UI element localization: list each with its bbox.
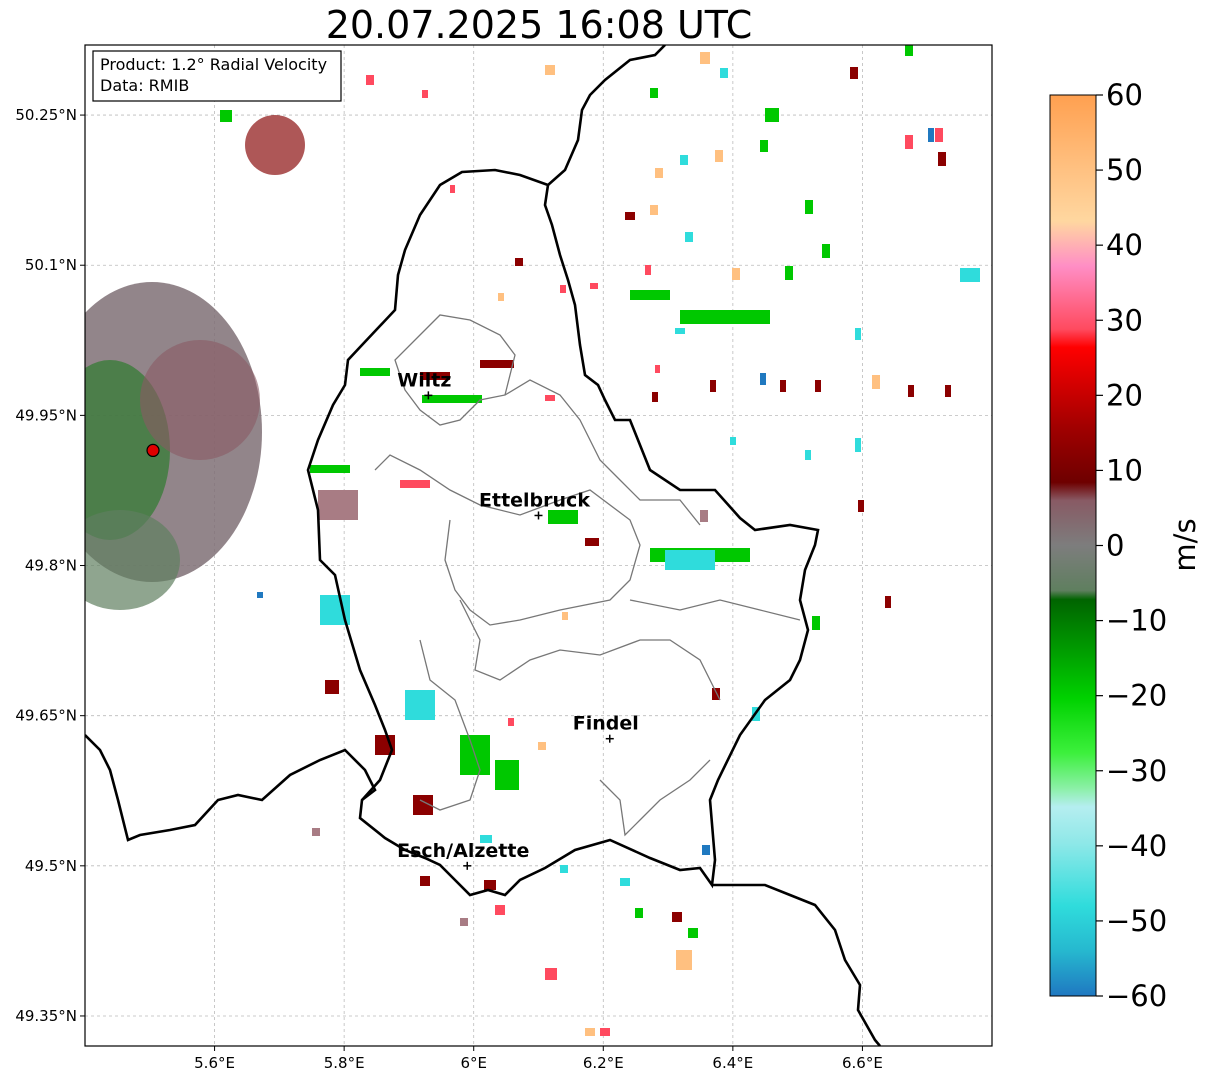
colorbar-tick-label: −20	[1106, 679, 1167, 713]
cantons	[374, 314, 801, 837]
echo-bins-pink	[366, 75, 943, 1036]
y-tick-label: 50.25°N	[15, 106, 77, 124]
colorbar-tick-label: 0	[1106, 529, 1124, 563]
y-tick-label: 49.8°N	[25, 557, 77, 575]
colorbar-ticks: 60 50 40 30 20 10 0 −10 −20 −30 −40 −50 −60	[1096, 78, 1167, 1013]
colorbar-tick-label: 20	[1106, 378, 1143, 412]
echo-bins-green	[220, 45, 913, 938]
colorbar-tick-label: −60	[1106, 979, 1167, 1013]
x-tick-label: 5.8°E	[324, 1054, 365, 1072]
map-frame	[84, 44, 993, 1047]
info-box-frame	[92, 50, 342, 102]
x-tick-label: 6.4°E	[712, 1054, 753, 1072]
info-product-text: Product: 1.2° Radial Velocity	[100, 55, 327, 74]
colorbar-tick-label: 60	[1106, 78, 1143, 112]
clutter-area-south	[85, 510, 180, 610]
colorbar-tick-label: −40	[1106, 829, 1167, 863]
y-tick-label: 49.5°N	[25, 857, 77, 875]
map-background	[85, 45, 992, 1046]
echo-bins-blue	[257, 128, 934, 855]
country-borders	[85, 45, 881, 1046]
x-axis-ticks: 5.6°E 5.8°E 6°E 6.2°E 6.4°E 6.6°E	[194, 1046, 883, 1072]
city-label: Wiltz	[397, 369, 451, 391]
y-axis-ticks: 50.25°N 50.1°N 49.95°N 49.8°N 49.65°N 49.5°N 4…	[15, 106, 85, 1025]
echo-cluster-north	[245, 115, 305, 175]
luxembourg-border	[306, 168, 820, 897]
city-label: Findel	[573, 713, 639, 735]
colorbar-scale	[1049, 94, 1097, 997]
belgium-france-border	[85, 734, 377, 842]
city-label: Esch/Alzette	[397, 840, 529, 862]
info-box: Product: 1.2° Radial Velocity Data: RMIB	[92, 50, 342, 102]
city-labels: Wiltz Ettelbruck Findel Esch/Alzette	[397, 369, 639, 870]
y-tick-label: 50.1°N	[25, 256, 77, 274]
info-data-text: Data: RMIB	[100, 76, 189, 95]
colorbar-unit-label: m/s	[1168, 518, 1202, 571]
radar-echoes	[85, 45, 980, 1036]
echo-bins-orange	[498, 52, 880, 1036]
y-tick-label: 49.35°N	[15, 1007, 77, 1025]
echo-bins-darkred	[325, 67, 951, 922]
x-tick-label: 5.6°E	[194, 1054, 235, 1072]
x-tick-label: 6°E	[460, 1054, 487, 1072]
city-wiltz: Wiltz	[397, 369, 451, 400]
y-tick-label: 49.65°N	[15, 707, 77, 725]
echo-bins-cyan	[320, 68, 980, 886]
city-label: Ettelbruck	[479, 489, 590, 511]
germany-border-south	[712, 883, 881, 1046]
radar-site-marker	[146, 443, 160, 458]
germany-border-north	[547, 45, 666, 186]
clutter-area-east	[140, 340, 260, 460]
city-esch-alzette: Esch/Alzette	[397, 840, 529, 870]
city-findel: Findel	[573, 713, 639, 743]
colorbar-tick-label: 10	[1106, 453, 1143, 487]
city-ettelbruck: Ettelbruck	[479, 489, 590, 520]
colorbar-tick-label: −10	[1106, 604, 1167, 638]
echo-bins-grayred	[312, 490, 708, 926]
colorbar-tick-label: 30	[1106, 303, 1143, 337]
y-tick-label: 49.95°N	[15, 406, 77, 424]
map-title: 20.07.2025 16:08 UTC	[326, 3, 753, 47]
x-tick-label: 6.6°E	[842, 1054, 883, 1072]
colorbar-tick-label: −30	[1106, 754, 1167, 788]
colorbar: 60 50 40 30 20 10 0 −10 −20 −30 −40 −50 −60 m/s	[1049, 78, 1202, 1013]
colorbar-tick-label: 50	[1106, 153, 1143, 187]
x-tick-label: 6.2°E	[583, 1054, 624, 1072]
colorbar-tick-label: 40	[1106, 228, 1143, 262]
colorbar-tick-label: −50	[1106, 904, 1167, 938]
